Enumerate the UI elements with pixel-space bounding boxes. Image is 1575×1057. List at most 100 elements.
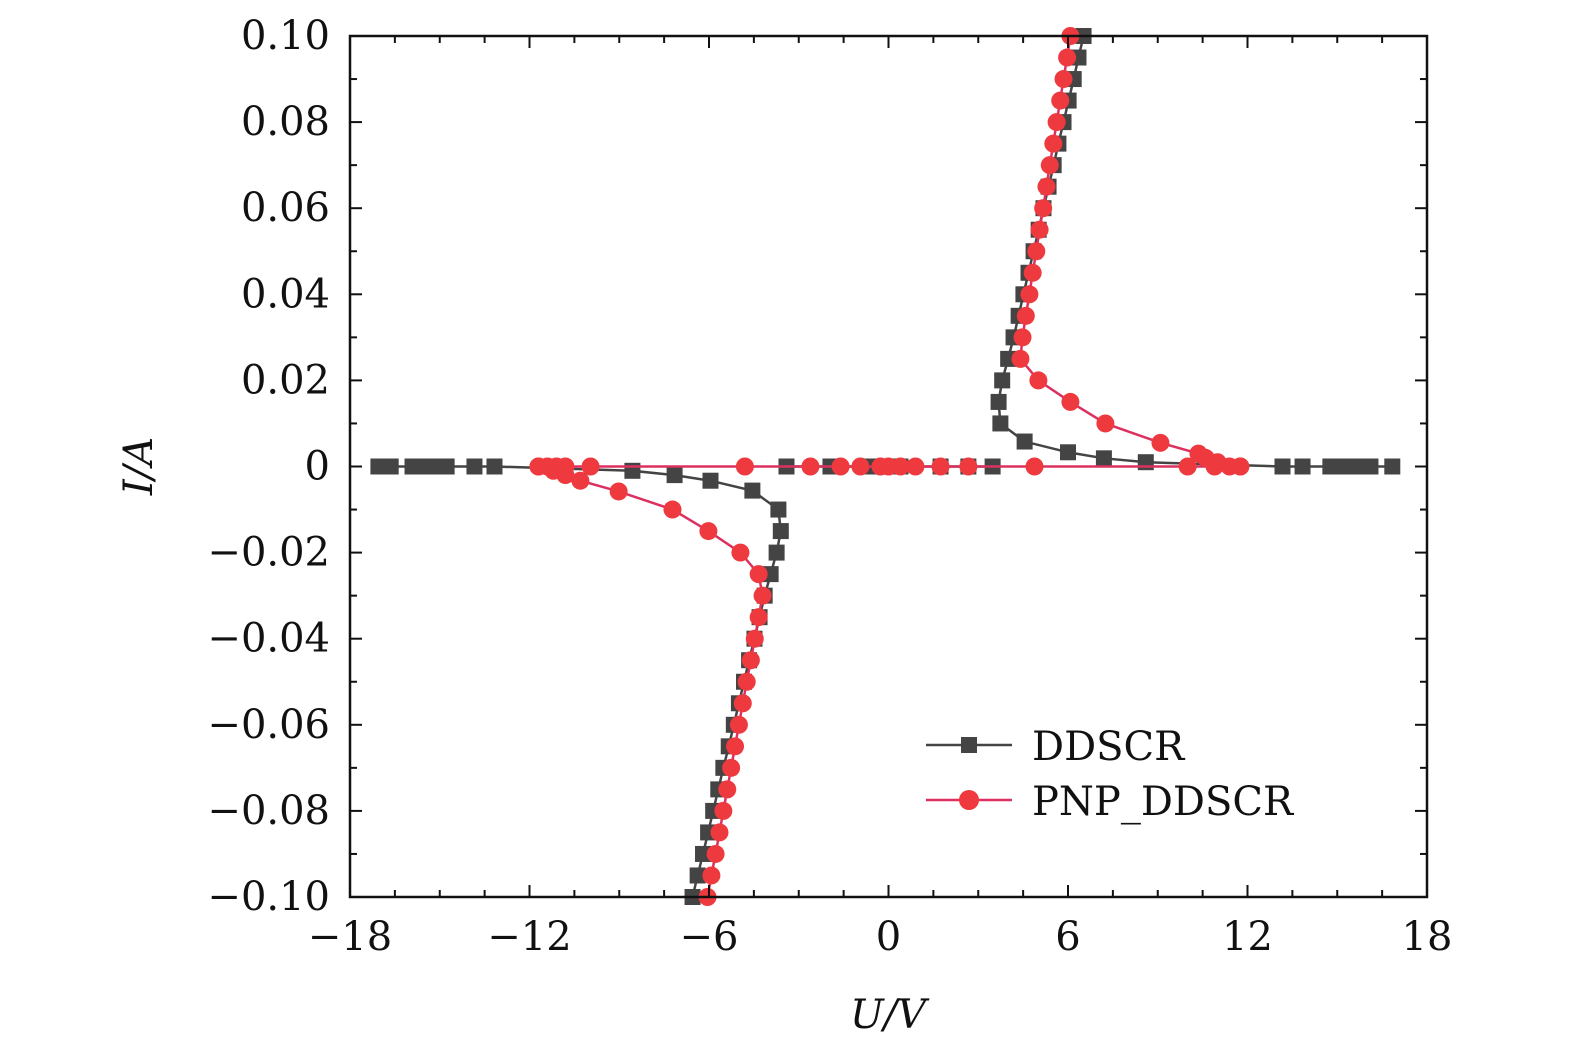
data-point [749,608,768,627]
data-point [1023,263,1042,282]
data-point [994,372,1011,389]
axis-ticks: −18 −12 −6 0 6 12 18 0.10 0.08 0.06 0.04 0.02 0 −0.02… [207,13,1452,960]
data-point [695,845,712,862]
data-point [768,544,785,561]
data-point [729,715,748,734]
data-point [722,758,741,777]
y-tick-label: −0.10 [207,874,330,920]
x-tick-label: −18 [308,914,392,960]
data-point [1322,458,1339,475]
data-point [1030,220,1049,239]
data-point [992,415,1009,432]
series-pnp-ddscr [529,27,1250,906]
data-point [770,501,787,518]
data-point [571,471,590,490]
data-point [1151,433,1170,452]
data-point [741,651,760,670]
data-point [772,523,789,540]
y-tick-label: −0.06 [207,702,330,748]
data-point [737,672,756,691]
legend-label-ddscr: DDSCR [1032,724,1186,770]
data-point [1034,199,1053,218]
data-point [1011,349,1030,368]
data-point [990,393,1007,410]
data-point [1000,350,1017,367]
data-point [1047,113,1066,132]
data-point [689,867,706,884]
data-point [1016,306,1035,325]
data-point [556,457,575,476]
data-point [1051,91,1070,110]
y-tick-label: −0.08 [207,788,330,834]
data-point [745,629,764,648]
data-point [744,482,761,499]
data-point [486,458,503,475]
data-point [1054,70,1073,89]
data-point [710,823,729,842]
data-point [1025,457,1044,476]
data-point [1137,454,1154,471]
data-point [663,500,682,519]
series-line [538,465,764,898]
data-point [1178,457,1197,476]
data-point [1095,450,1112,467]
data-point [438,458,455,475]
data-point [1058,48,1077,67]
x-tick-label: −6 [680,914,739,960]
legend-marker-ddscr [961,737,977,753]
data-point [731,543,750,562]
data-point [404,458,421,475]
data-point [1044,134,1063,153]
data-point [1096,414,1115,433]
y-axis-label: I/A [116,437,162,496]
y-tick-label: 0.04 [241,271,330,317]
data-point [735,457,754,476]
data-point [1037,177,1056,196]
data-point [726,737,745,756]
x-tick-label: 0 [876,914,901,960]
data-point [370,458,387,475]
data-point [1027,242,1046,261]
data-point [906,457,925,476]
data-point [851,457,870,476]
x-tick-label: 6 [1055,914,1080,960]
data-point [1016,433,1033,450]
data-point [1384,458,1401,475]
legend-marker-pnp-ddscr [959,790,979,810]
data-point [749,565,768,584]
data-point [1274,458,1291,475]
y-tick-label: 0 [305,444,330,490]
y-tick-label: 0.06 [241,185,330,231]
y-tick-label: −0.02 [207,530,330,576]
plot-marks [370,27,1401,906]
data-point [702,866,721,885]
legend: DDSCR PNP_DDSCR [926,724,1295,825]
data-point [1208,453,1227,472]
data-point [624,462,641,479]
data-point [733,694,752,713]
data-point [801,457,820,476]
y-tick-label: 0.10 [241,13,330,59]
data-point [706,844,725,863]
data-point [702,472,719,489]
data-point [753,586,772,605]
data-point [931,457,950,476]
data-point [581,457,600,476]
y-tick-label: −0.04 [207,616,330,662]
data-point [609,482,628,501]
x-axis-label: U/V [850,992,930,1038]
x-tick-label: −12 [487,914,571,960]
data-point [666,467,683,484]
data-point [1013,328,1032,347]
data-point [891,457,910,476]
data-point [1362,458,1379,475]
data-point [1020,285,1039,304]
data-point [1040,156,1059,175]
data-point [718,780,737,799]
y-tick-label: 0.08 [241,99,330,145]
data-point [1337,458,1354,475]
y-tick-label: 0.02 [241,357,330,403]
data-point [466,458,483,475]
data-point [1029,371,1048,390]
